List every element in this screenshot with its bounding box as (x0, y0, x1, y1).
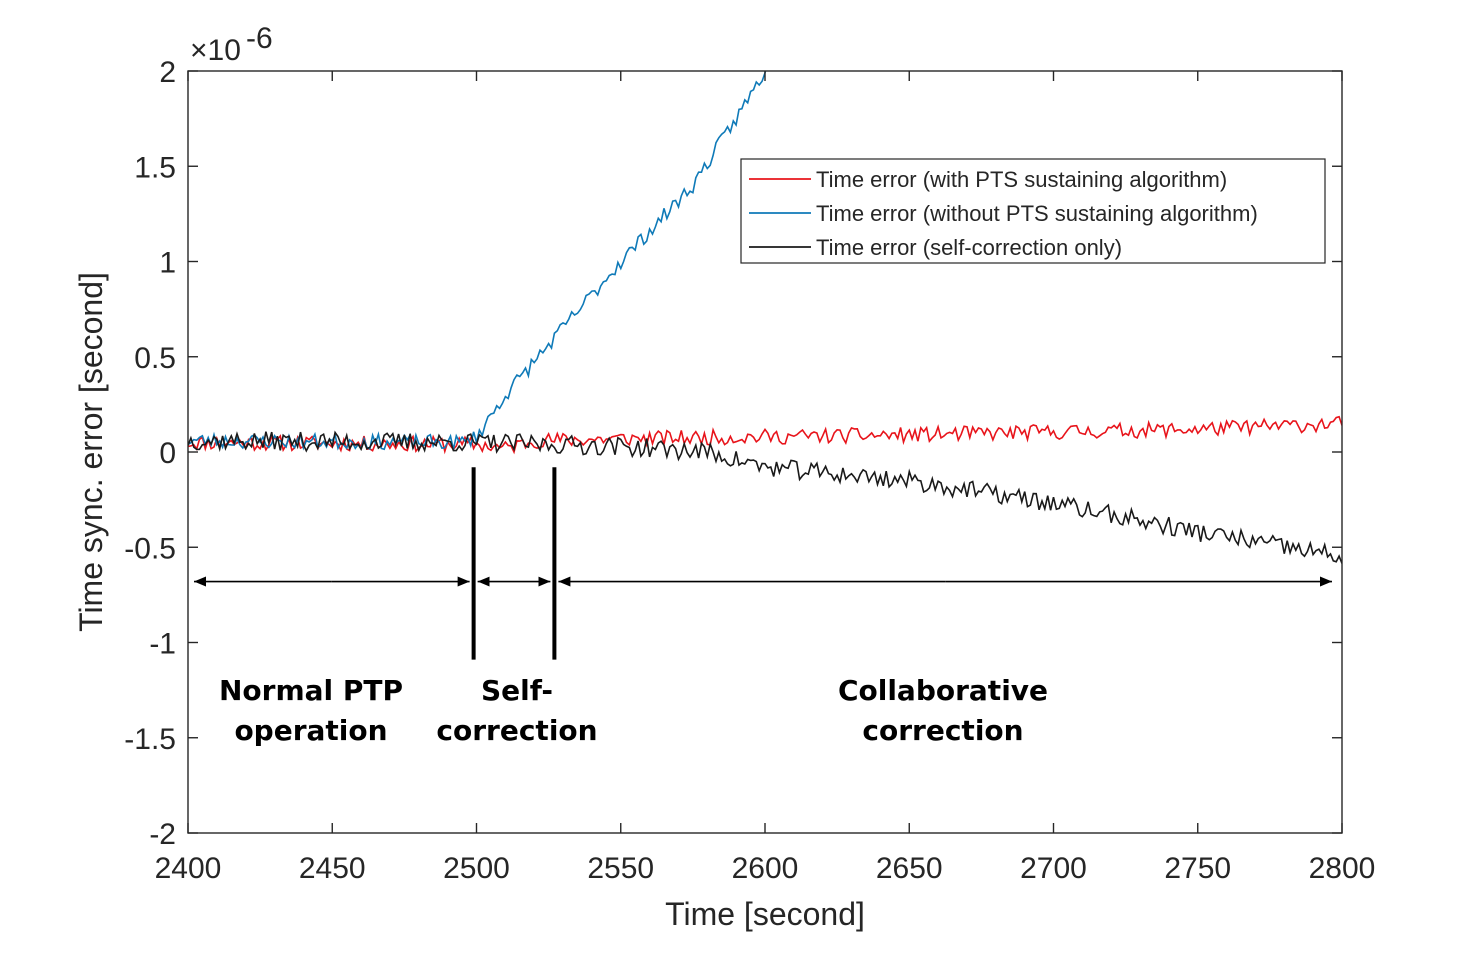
x-axis-label: Time [second] (665, 896, 865, 932)
x-tick-label: 2400 (155, 852, 222, 885)
y-tick-label: -1.5 (124, 723, 176, 756)
y-axis-exponent-base: ×10 (190, 34, 241, 67)
x-tick-label: 2600 (732, 852, 799, 885)
legend-entry-1: Time error (with PTS sustaining algorith… (816, 167, 1227, 192)
x-tick-label: 2750 (1164, 852, 1231, 885)
y-tick-label: 0 (159, 437, 176, 470)
x-tick-label: 2500 (443, 852, 510, 885)
y-axis-exponent-power: -6 (246, 22, 273, 55)
y-tick-label: 1 (159, 247, 176, 280)
series-lines (188, 71, 1342, 564)
x-tick-label: 2700 (1020, 852, 1087, 885)
y-tick-label: -1 (149, 628, 176, 661)
legend-box (740, 158, 1326, 264)
series-line-3 (188, 430, 1342, 564)
axes: 2400 2450 2500 2550 2600 2650 2700 2750 2800 2 1.5… (73, 22, 1375, 932)
y-tick-label: 0.5 (134, 342, 176, 375)
series-line-2 (188, 71, 767, 451)
legend-entry-2: Time error (without PTS sustaining algor… (816, 201, 1258, 226)
y-tick-label: -0.5 (124, 532, 176, 565)
region-label-1: Normal PTP (219, 674, 403, 707)
x-tick-label: 2800 (1309, 852, 1376, 885)
region-label-3: correction (862, 714, 1023, 747)
x-tick-label: 2650 (876, 852, 943, 885)
region-label-2: Self- (481, 674, 553, 707)
x-tick-label: 2550 (587, 852, 654, 885)
annotations: Normal PTP operation Self-correction Collab… (194, 467, 1332, 747)
region-label-2: correction (436, 714, 597, 747)
y-tick-label: -2 (149, 818, 176, 851)
y-tick-label: 1.5 (134, 151, 176, 184)
y-axis-label: Time sync. error [second] (73, 272, 109, 632)
region-label-1: operation (234, 714, 387, 747)
y-tick-label: 2 (159, 56, 176, 89)
x-tick-label: 2450 (299, 852, 366, 885)
region-label-3: Collaborative (838, 674, 1048, 707)
legend-entry-3: Time error (self-correction only) (816, 235, 1122, 260)
legend: Time error (with PTS sustaining algorith… (740, 158, 1326, 264)
